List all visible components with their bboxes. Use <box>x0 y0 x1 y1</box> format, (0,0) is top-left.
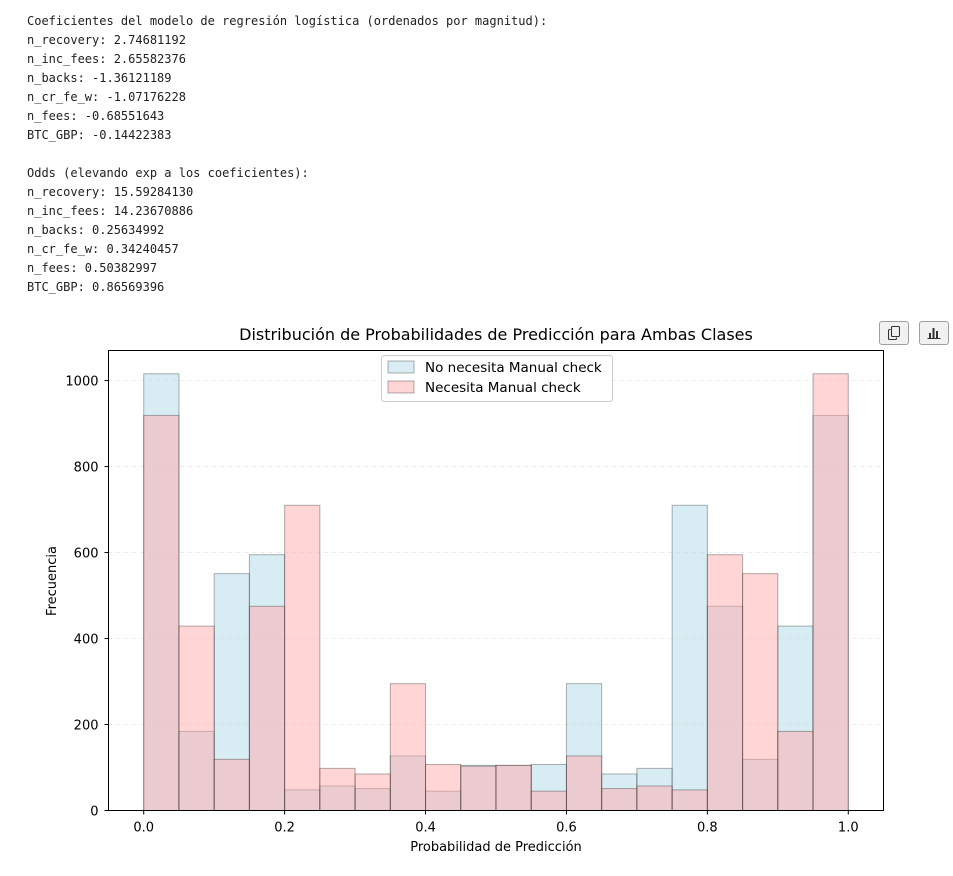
histogram-bar-series-0 <box>460 764 497 811</box>
histogram-bar-series-0 <box>706 605 744 811</box>
x-tick-label: 1.0 <box>838 821 859 836</box>
histogram-bar-series-0 <box>636 767 673 811</box>
chart-title: Distribución de Probabilidades de Predic… <box>239 325 753 344</box>
histogram-bar-series-1 <box>425 764 462 811</box>
y-tick-label: 400 <box>74 633 99 648</box>
x-tick-label: 0.6 <box>556 821 577 836</box>
histogram-bar-series-0 <box>565 683 603 811</box>
histogram-bar-series-0 <box>213 573 250 812</box>
histogram-bar-series-1 <box>671 789 708 812</box>
console-line: n_cr_fe_w: -1.07176228 <box>27 90 186 104</box>
legend-swatch-1 <box>387 380 415 394</box>
histogram-bar-series-1 <box>495 764 532 811</box>
histogram-bar-series-0 <box>389 755 427 811</box>
histogram-chart: Distribución de Probabilidades de Predic… <box>45 325 884 855</box>
histogram-bar-series-1 <box>354 773 391 812</box>
axis-ticks: 0.0 0.2 0.4 0.6 0.8 1.0 0 200 400 600 800 1000 <box>65 375 858 836</box>
histogram-bar-series-1 <box>565 755 603 811</box>
console-line: Coeficientes del modelo de regresión log… <box>27 14 548 28</box>
histogram-bar-series-1 <box>777 730 814 812</box>
console-line <box>27 145 547 164</box>
histogram-bar-series-0 <box>530 764 567 811</box>
histogram-bar-series-0 <box>248 554 286 812</box>
console-line: n_recovery: 2.74681192 <box>27 33 186 47</box>
legend-swatch-0 <box>387 360 415 374</box>
console-line: BTC_GBP: -0.14422383 <box>27 128 172 142</box>
histogram-bar-series-1 <box>178 625 215 811</box>
console-line: Odds (elevando exp a los coeficientes): <box>27 166 309 180</box>
console-line: n_inc_fees: 14.23670886 <box>27 204 194 218</box>
y-tick-label: 600 <box>74 547 99 562</box>
histogram-bar-series-1 <box>601 788 638 812</box>
histogram-bars <box>143 373 849 812</box>
histogram-bar-series-0 <box>143 373 180 811</box>
histogram-bar-series-1 <box>530 790 567 812</box>
console-line: n_fees: -0.68551643 <box>27 109 165 123</box>
histogram-bar-series-1 <box>389 683 427 811</box>
histogram-bar-series-1 <box>812 373 849 811</box>
x-axis-label: Probabilidad de Predicción <box>410 840 582 855</box>
histogram-bar-series-1 <box>742 573 779 812</box>
histogram-bar-series-1 <box>706 554 744 812</box>
console-line: n_recovery: 15.59284130 <box>27 185 194 199</box>
histogram-bar-series-1 <box>284 504 321 811</box>
histogram-bar-series-0 <box>319 785 356 811</box>
console-line: n_fees: 0.50382997 <box>27 261 158 275</box>
y-tick-label: 200 <box>74 719 99 734</box>
legend-label-1: Necesita Manual check <box>425 380 581 396</box>
histogram-bar-series-0 <box>777 625 814 811</box>
copy-output-button[interactable] <box>879 321 909 345</box>
legend-frame <box>381 355 613 402</box>
x-tick-label: 0.2 <box>274 821 295 836</box>
console-line: BTC_GBP: 0.86569396 <box>27 280 165 294</box>
console-output: Coeficientes del modelo de regresión log… <box>27 12 547 297</box>
histogram-bar-series-0 <box>812 414 849 811</box>
plot-frame <box>108 350 884 811</box>
console-line: n_backs: 0.25634992 <box>27 223 165 237</box>
copy-icon <box>888 326 900 340</box>
histogram-bar-series-1 <box>319 767 356 811</box>
legend: No necesita Manual check Necesita Manual … <box>381 355 613 402</box>
y-tick-label: 1000 <box>65 375 98 390</box>
x-tick-label: 0.8 <box>697 821 718 836</box>
histogram-bar-series-1 <box>636 785 673 811</box>
legend-label-0: No necesita Manual check <box>425 360 602 376</box>
x-tick-label: 0.0 <box>133 821 154 836</box>
histogram-bar-series-1 <box>143 414 180 811</box>
console-line: n_cr_fe_w: 0.34240457 <box>27 242 179 256</box>
console-line: n_backs: -1.36121189 <box>27 71 172 85</box>
y-tick-label: 800 <box>74 461 99 476</box>
view-chart-button[interactable] <box>919 321 949 345</box>
histogram-bar-series-1 <box>248 605 286 811</box>
x-tick-label: 0.4 <box>415 821 436 836</box>
histogram-bar-series-0 <box>601 773 638 812</box>
histogram-bar-series-0 <box>178 730 215 812</box>
console-line: n_inc_fees: 2.65582376 <box>27 52 186 66</box>
y-axis-label: Frecuencia <box>45 546 60 616</box>
histogram-bar-series-0 <box>671 504 708 811</box>
histogram-bar-series-0 <box>742 758 779 812</box>
y-tick-label: 0 <box>90 805 98 820</box>
histogram-bar-series-0 <box>495 764 532 811</box>
histogram-bar-series-1 <box>213 758 250 812</box>
bar-chart-icon <box>927 328 941 339</box>
histogram-bar-series-1 <box>460 765 497 811</box>
